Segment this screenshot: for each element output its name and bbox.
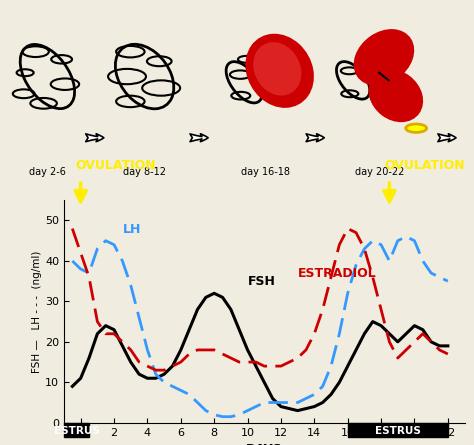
Text: LH: LH [122,222,141,235]
Y-axis label: FSH —   LH - - -  (ng/ml): FSH — LH - - - (ng/ml) [32,250,42,373]
Ellipse shape [370,71,421,121]
Text: day 2-6: day 2-6 [29,167,66,177]
Text: OVULATION: OVULATION [384,159,465,172]
Text: ESTRUS: ESTRUS [375,426,421,436]
Text: day 20-22: day 20-22 [355,167,404,177]
Text: ESTRUS: ESTRUS [54,426,100,436]
Ellipse shape [247,36,312,106]
Bar [64,423,89,437]
Ellipse shape [356,31,412,84]
Bar [348,423,448,437]
X-axis label: DAYS: DAYS [246,443,283,445]
Text: FSH: FSH [247,275,275,288]
Text: day 8-12: day 8-12 [123,167,166,177]
Text: OVULATION: OVULATION [76,159,156,172]
Text: ESTRADIOL: ESTRADIOL [298,267,376,280]
Ellipse shape [253,42,301,96]
Circle shape [406,124,427,133]
Text: day 16-18: day 16-18 [241,167,290,177]
